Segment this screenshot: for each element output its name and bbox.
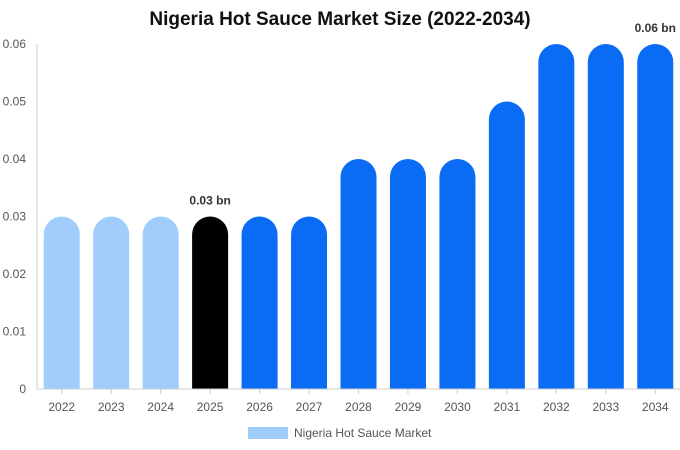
bar-2027 <box>291 216 328 389</box>
bar-2031 <box>488 101 525 389</box>
bar-2030 <box>439 159 476 389</box>
y-tick-label: 0.06 <box>3 37 27 51</box>
y-tick-label: 0.04 <box>3 152 27 166</box>
x-tick-label: 2024 <box>147 400 174 414</box>
bar-2023 <box>93 216 130 389</box>
bar-2033 <box>587 44 624 389</box>
bar-2024 <box>142 216 179 389</box>
x-tick-label: 2034 <box>642 400 669 414</box>
bar-2025 <box>192 216 229 389</box>
y-tick-label: 0.05 <box>3 95 27 109</box>
legend: Nigeria Hot Sauce Market <box>248 425 431 441</box>
y-tick-label: 0 <box>19 382 26 396</box>
x-tick-label: 2022 <box>48 400 75 414</box>
y-axis-ticks: 0 0.01 0.02 0.03 0.04 0.05 0.06 <box>3 37 27 396</box>
data-label-2034: 0.06 bn <box>635 21 676 35</box>
x-tick-label: 2026 <box>246 400 273 414</box>
bar-2034 <box>637 44 674 389</box>
x-tick-label: 2033 <box>592 400 619 414</box>
bar-2028 <box>340 159 377 389</box>
chart-title: Nigeria Hot Sauce Market Size (2022-2034… <box>149 9 531 30</box>
x-tick-label: 2032 <box>543 400 570 414</box>
bar-2032 <box>538 44 575 389</box>
x-tick-label: 2030 <box>444 400 471 414</box>
y-tick-label: 0.02 <box>3 267 27 281</box>
x-axis-ticks: 2022 2023 2024 2025 2026 2027 2028 2029 2030 2031… <box>48 389 669 414</box>
bar-2029 <box>389 159 426 389</box>
legend-swatch <box>248 427 288 439</box>
data-labels: 0.03 bn 0.06 bn <box>189 21 676 208</box>
legend-label: Nigeria Hot Sauce Market <box>294 426 432 440</box>
bar-2026 <box>241 216 278 389</box>
x-tick-label: 2025 <box>197 400 224 414</box>
data-label-2025: 0.03 bn <box>189 194 230 208</box>
bar-2022 <box>43 216 80 389</box>
x-tick-label: 2023 <box>98 400 125 414</box>
y-tick-label: 0.03 <box>3 210 27 224</box>
x-tick-label: 2031 <box>494 400 521 414</box>
x-tick-label: 2029 <box>395 400 422 414</box>
y-tick-label: 0.01 <box>3 325 27 339</box>
bars <box>43 44 674 389</box>
x-tick-label: 2028 <box>345 400 372 414</box>
x-tick-label: 2027 <box>296 400 323 414</box>
